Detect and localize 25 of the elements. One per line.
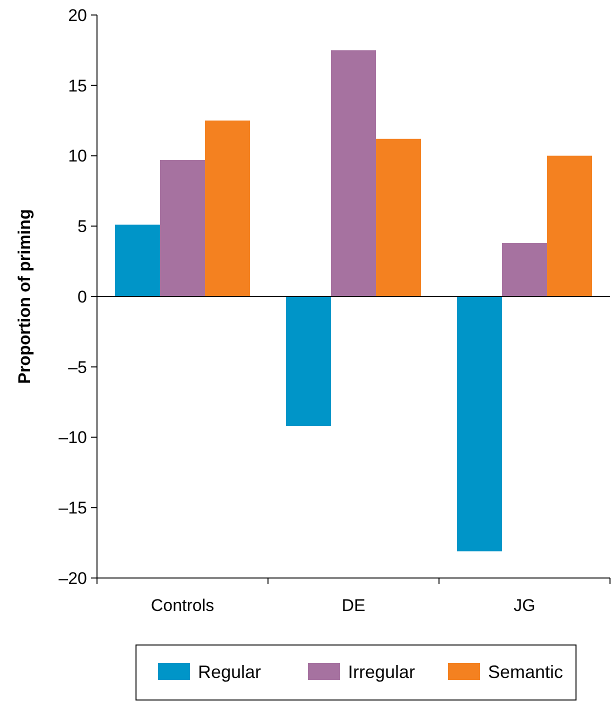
bar xyxy=(502,243,548,296)
legend-label: Semantic xyxy=(488,662,564,682)
y-tick-label: 10 xyxy=(68,146,87,166)
y-tick-label: 5 xyxy=(78,217,87,236)
bar xyxy=(205,120,250,296)
legend-label: Irregular xyxy=(348,662,416,682)
x-tick-label: DE xyxy=(342,596,366,615)
y-tick-label: 15 xyxy=(68,76,87,96)
x-tick-label: Controls xyxy=(150,596,214,615)
bar xyxy=(114,224,160,296)
y-tick-label: –20 xyxy=(58,568,87,588)
bar xyxy=(160,160,206,296)
y-tick-label: 20 xyxy=(68,6,87,25)
y-tick-label: –15 xyxy=(58,498,87,518)
y-tick-label: –5 xyxy=(68,358,87,377)
y-tick-label: –10 xyxy=(58,428,87,448)
bar xyxy=(456,296,502,552)
bar xyxy=(376,138,422,296)
y-axis-title: Proportion of priming xyxy=(15,209,34,384)
bar xyxy=(547,156,592,296)
bar xyxy=(286,296,331,426)
legend-label: Regular xyxy=(198,662,262,682)
y-tick-label: 0 xyxy=(78,287,87,306)
bar xyxy=(330,50,376,296)
x-tick-label: JG xyxy=(514,596,536,615)
